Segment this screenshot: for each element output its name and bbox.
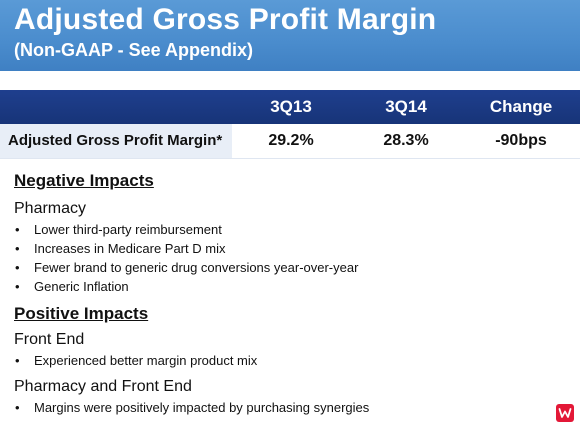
- cell-3q13: 29.2%: [268, 132, 314, 149]
- column-header-change: Change: [489, 97, 553, 116]
- slide-title: Adjusted Gross Profit Margin: [14, 3, 437, 36]
- row-label: Adjusted Gross Profit Margin*: [0, 124, 232, 158]
- list-item-text: Generic Inflation: [34, 279, 129, 294]
- bullet-icon: •: [15, 353, 20, 368]
- list-item-text: Fewer brand to generic drug conversions …: [34, 260, 359, 275]
- margin-table: 3Q13 3Q14 Change Adjusted Gross Profit M…: [0, 90, 580, 159]
- column-header-3q14: 3Q14: [385, 97, 427, 116]
- list-item: • Fewer brand to generic drug conversions…: [14, 258, 358, 277]
- list-item: • Experienced better margin product mix: [14, 351, 257, 370]
- cell-3q14: 28.3%: [383, 132, 429, 149]
- list-item-text: Margins were positively impacted by purc…: [34, 400, 370, 415]
- bullet-icon: •: [15, 222, 20, 237]
- bullet-icon: •: [15, 279, 20, 294]
- slide-header: Adjusted Gross Profit Margin (Non-GAAP -…: [0, 0, 580, 71]
- table-header-row: 3Q13 3Q14 Change: [0, 90, 580, 124]
- list-item: • Generic Inflation: [14, 277, 358, 296]
- list-item-text: Lower third-party reimbursement: [34, 222, 222, 237]
- list-item: • Margins were positively impacted by pur…: [14, 398, 369, 417]
- list-item-text: Increases in Medicare Part D mix: [34, 241, 226, 256]
- slide-subtitle: (Non-GAAP - See Appendix): [14, 40, 254, 60]
- front-end-bullet-list: • Experienced better margin product mix: [14, 351, 257, 370]
- bullet-icon: •: [15, 260, 20, 275]
- pharmacy-subheading: Pharmacy: [14, 200, 87, 217]
- cell-change: -90bps: [495, 132, 547, 149]
- column-header-3q13: 3Q13: [270, 97, 312, 116]
- pharmacy-bullet-list: • Lower third-party reimbursement • Increa…: [14, 220, 358, 296]
- list-item-text: Experienced better margin product mix: [34, 353, 258, 368]
- list-item: • Increases in Medicare Part D mix: [14, 239, 358, 258]
- bullet-icon: •: [15, 241, 20, 256]
- pharmacy-and-front-end-bullet-list: • Margins were positively impacted by pur…: [14, 398, 369, 417]
- positive-impacts-heading: Positive Impacts: [14, 304, 149, 323]
- negative-impacts-heading: Negative Impacts: [14, 171, 154, 190]
- list-item: • Lower third-party reimbursement: [14, 220, 358, 239]
- walgreens-w-logo-icon: [556, 404, 574, 422]
- bullet-icon: •: [15, 400, 20, 415]
- pharmacy-and-front-end-subheading: Pharmacy and Front End: [14, 378, 192, 395]
- front-end-subheading: Front End: [14, 331, 85, 348]
- table-row: Adjusted Gross Profit Margin* 29.2% 28.3…: [0, 124, 580, 159]
